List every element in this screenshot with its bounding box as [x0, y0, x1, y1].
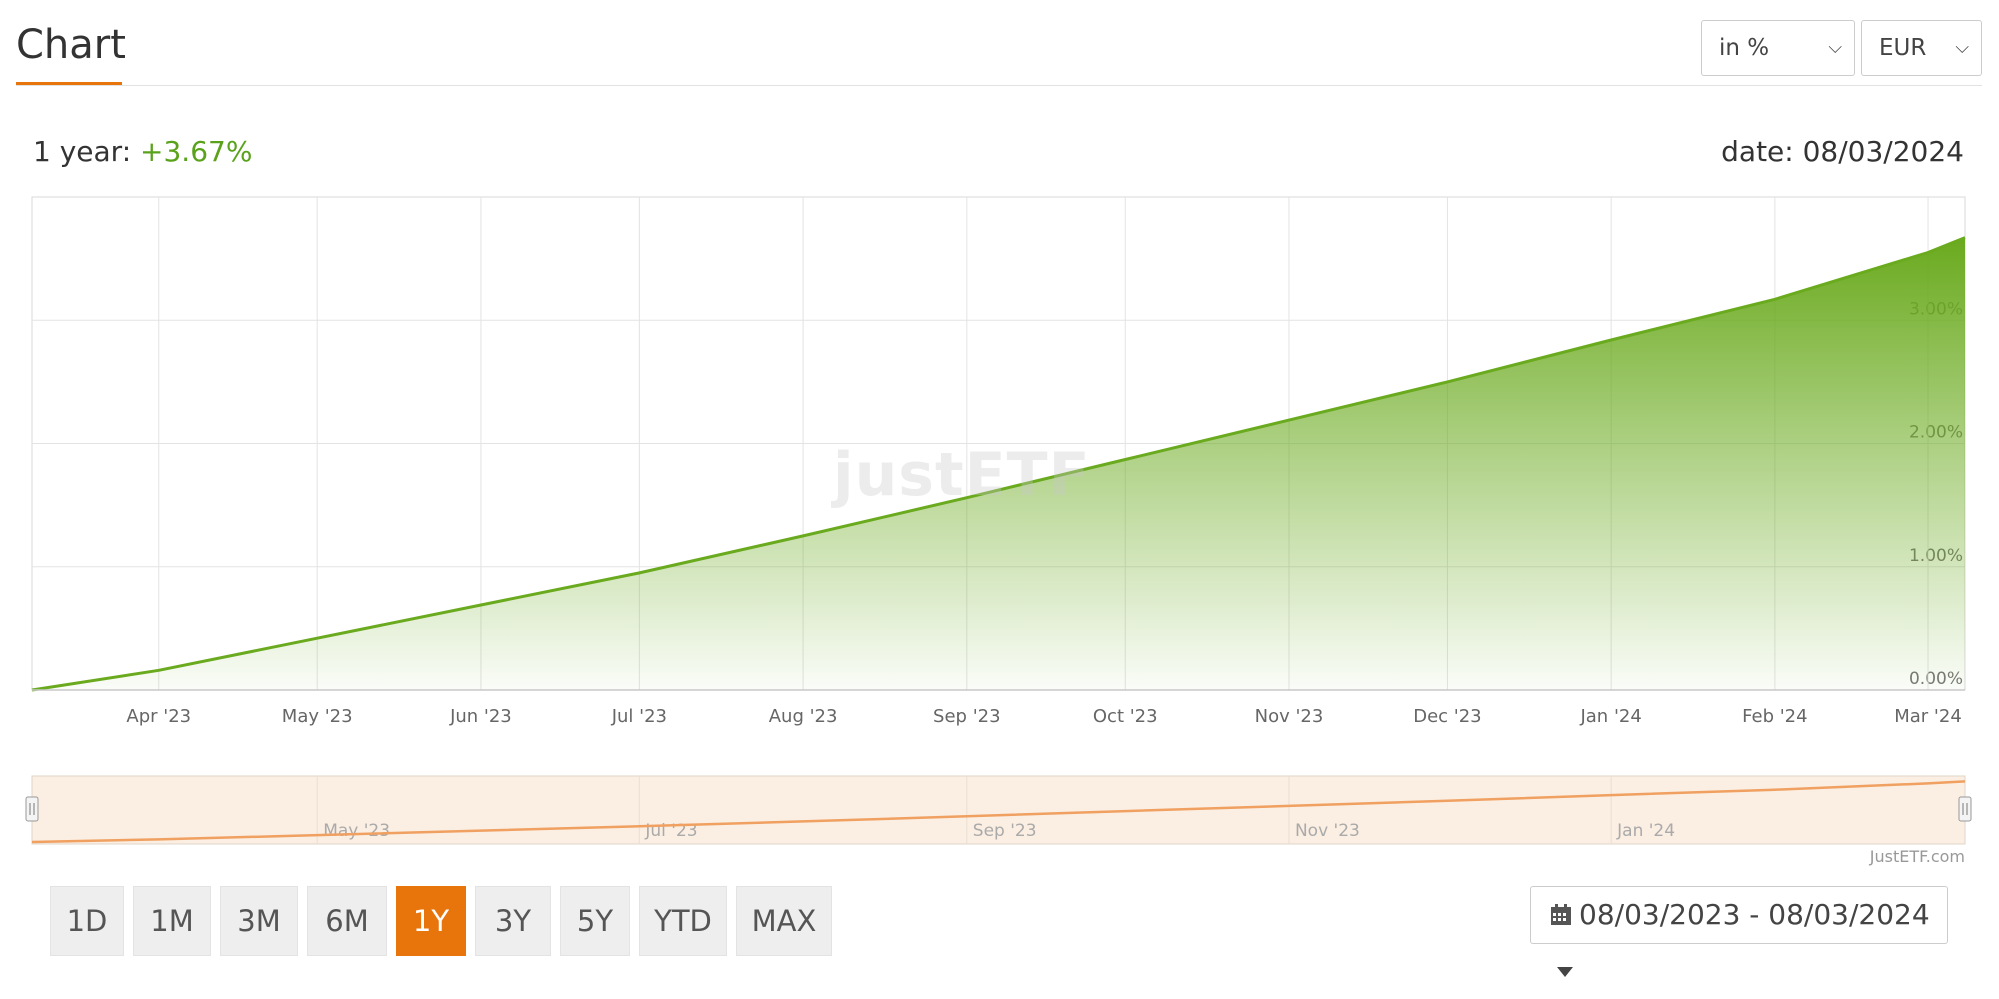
x-tick-label: Jan '24 [1579, 706, 1641, 727]
range-button-5y[interactable]: 5Y [560, 886, 630, 956]
x-tick-label: Aug '23 [769, 706, 838, 727]
calendar-icon [1549, 903, 1573, 927]
navigator-handle-left[interactable] [26, 797, 38, 821]
caret-down-icon [1557, 967, 1573, 977]
navigator-label: Jan '24 [1616, 821, 1675, 841]
x-tick-label: Feb '24 [1742, 706, 1807, 727]
navigator-handle-right[interactable] [1959, 797, 1971, 821]
range-button-1d[interactable]: 1D [50, 886, 124, 956]
x-tick-label: Jun '23 [449, 706, 512, 727]
x-tick-label: Mar '24 [1894, 706, 1962, 727]
range-button-max[interactable]: MAX [736, 886, 832, 956]
x-tick-label: Jul '23 [611, 706, 667, 727]
navigator-label: May '23 [323, 821, 390, 841]
x-tick-label: May '23 [282, 706, 353, 727]
x-tick-label: Oct '23 [1093, 706, 1158, 727]
handle-body [26, 797, 38, 821]
navigator-label: Nov '23 [1295, 821, 1360, 841]
x-tick-label: Dec '23 [1413, 706, 1481, 727]
range-button-1m[interactable]: 1M [133, 886, 211, 956]
watermark: justETF [833, 440, 1091, 510]
x-tick-label: Apr '23 [126, 706, 191, 727]
chart-credit: JustETF.com [1870, 847, 1965, 866]
range-button-6m[interactable]: 6M [307, 886, 387, 956]
range-button-3y[interactable]: 3Y [475, 886, 551, 956]
x-tick-label: Nov '23 [1255, 706, 1324, 727]
range-button-1y[interactable]: 1Y [396, 886, 466, 956]
date-range-text: 08/03/2023 - 08/03/2024 [1579, 898, 1930, 931]
range-button-3m[interactable]: 3M [220, 886, 298, 956]
navigator-label: Sep '23 [973, 821, 1037, 841]
handle-body [1959, 797, 1971, 821]
range-button-ytd[interactable]: YTD [639, 886, 727, 956]
date-range-picker[interactable]: 08/03/2023 - 08/03/2024 [1530, 886, 1948, 944]
x-tick-label: Sep '23 [933, 706, 1001, 727]
